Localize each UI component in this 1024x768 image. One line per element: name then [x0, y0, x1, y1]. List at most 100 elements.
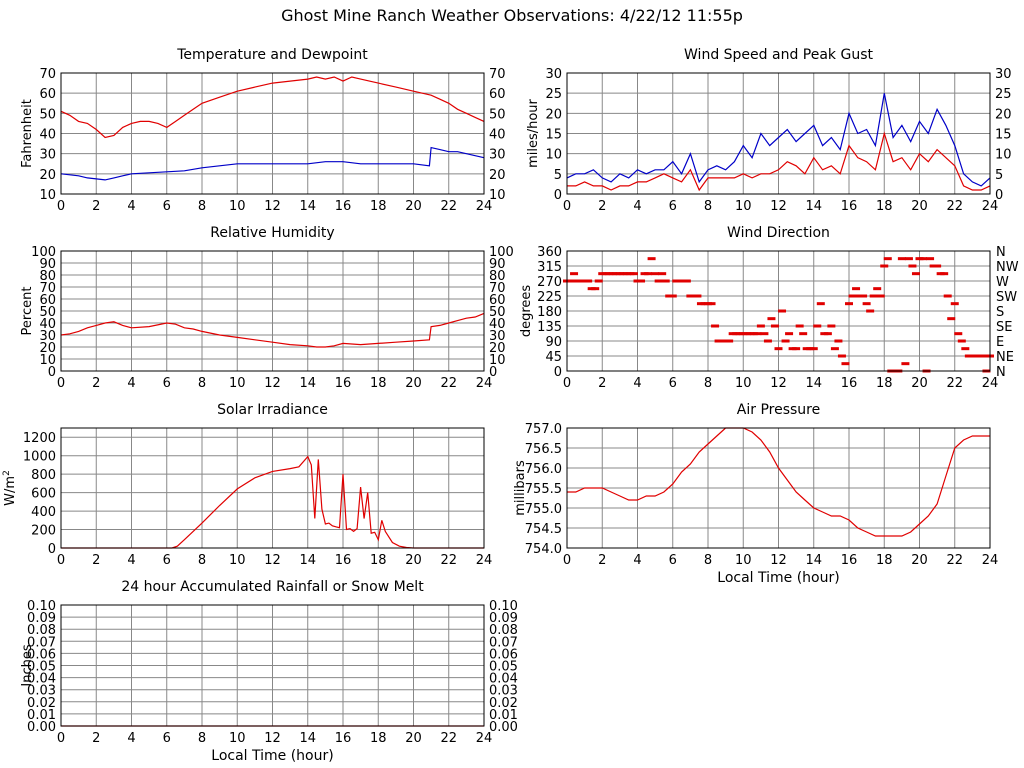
data-point-direction-0-90 [880, 264, 889, 268]
x-tick-label-wind-18: 18 [876, 199, 893, 214]
panel-title-humidity: Relative Humidity [210, 225, 334, 241]
x-tick-label-humidity-12: 12 [264, 376, 281, 391]
y-tick-label-right-humidity-9: 90 [489, 257, 506, 272]
y-tick-label-rain-9: 0.09 [27, 611, 56, 626]
y-tick-label-right-wind-3: 15 [995, 128, 1012, 143]
panel-title-wind: Wind Speed and Peak Gust [684, 47, 873, 63]
plot-frame-direction [566, 250, 991, 372]
y-tick-label-right-rain-5: 0.05 [489, 660, 518, 675]
x-tick-label-rain-12: 12 [264, 731, 281, 746]
data-point-direction-0-91 [883, 257, 892, 261]
y-tick-label-temp-6: 70 [39, 67, 56, 82]
x-tick-label-wind-22: 22 [946, 199, 963, 214]
x-tick-label-temp-18: 18 [370, 199, 387, 214]
data-point-direction-0-77 [834, 339, 843, 343]
y-tick-label-right-temp-2: 30 [489, 148, 506, 163]
data-point-direction-0-23 [644, 272, 653, 276]
y-tick-label-right-temp-6: 70 [489, 67, 506, 82]
x-tick-label-wind-2: 2 [598, 199, 606, 214]
data-point-direction-0-6 [584, 279, 593, 283]
x-tick-label-solar-2: 2 [92, 553, 100, 568]
compass-label-direction-8: N [996, 245, 1006, 260]
x-tick-label-humidity-2: 2 [92, 376, 100, 391]
x-tick-label-rain-4: 4 [127, 731, 135, 746]
data-point-direction-0-103 [926, 257, 935, 261]
compass-label-direction-1: NE [996, 350, 1014, 365]
x-tick-label-humidity-16: 16 [335, 376, 352, 391]
y-tick-label-solar-2: 400 [31, 505, 56, 520]
data-point-direction-0-19 [629, 272, 638, 276]
y-tick-label-temp-0: 10 [39, 188, 56, 203]
panel-title-rain: 24 hour Accumulated Rainfall or Snow Mel… [121, 579, 424, 595]
x-tick-label-wind-6: 6 [669, 199, 677, 214]
data-point-direction-0-34 [682, 279, 691, 283]
data-point-direction-0-24 [647, 257, 656, 261]
y-tick-label-direction-5: 225 [537, 290, 562, 305]
y-tick-label-humidity-10: 100 [31, 245, 56, 260]
y-tick-label-humidity-0: 0 [48, 365, 56, 380]
data-point-direction-0-97 [904, 257, 913, 261]
data-point-direction-0-108 [943, 294, 952, 298]
y-tick-label-right-humidity-2: 20 [489, 341, 506, 356]
y-axis-label-direction: degrees [519, 285, 534, 338]
x-tick-label-temp-12: 12 [264, 199, 281, 214]
plot-frame-pressure [566, 427, 991, 549]
y-tick-label-right-humidity-5: 50 [489, 305, 506, 320]
data-point-direction-0-1 [566, 279, 575, 283]
data-point-direction-0-107 [940, 272, 949, 276]
x-tick-label-rain-6: 6 [163, 731, 171, 746]
y-tick-label-rain-6: 0.06 [27, 647, 56, 662]
x-tick-label-temp-22: 22 [440, 199, 457, 214]
y-tick-label-solar-0: 0 [48, 542, 56, 557]
panel-title-temp: Temperature and Dewpoint [176, 47, 368, 63]
y-tick-label-direction-8: 360 [537, 245, 562, 260]
y-tick-label-right-rain-6: 0.06 [489, 647, 518, 662]
data-point-direction-0-95 [897, 257, 906, 261]
y-tick-label-solar-5: 1000 [23, 450, 56, 465]
y-tick-label-humidity-4: 40 [39, 317, 56, 332]
panel-title-direction: Wind Direction [727, 225, 830, 241]
data-point-direction-0-59 [770, 324, 779, 328]
y-tick-label-humidity-1: 10 [39, 353, 56, 368]
compass-label-direction-5: SW [996, 290, 1017, 305]
y-tick-label-humidity-9: 90 [39, 257, 56, 272]
y-axis-label-humidity: Percent [20, 287, 35, 336]
series-line-wind-1 [567, 131, 991, 192]
data-point-direction-0-26 [654, 279, 663, 283]
y-tick-label-right-wind-1: 5 [995, 168, 1003, 183]
y-axis-label-wind: miles/hour [526, 98, 541, 167]
y-tick-label-rain-2: 0.02 [27, 696, 56, 711]
x-tick-label-humidity-20: 20 [405, 376, 422, 391]
series-line-temp-0 [60, 76, 485, 139]
data-point-direction-0-87 [869, 294, 878, 298]
y-tick-label-temp-5: 60 [39, 87, 56, 102]
x-axis-label-rain: Local Time (hour) [211, 748, 333, 764]
data-point-direction-0-71 [813, 324, 822, 328]
y-axis-label-solar: W/m2 [2, 470, 18, 506]
y-tick-label-solar-6: 1200 [23, 431, 56, 446]
y-tick-label-right-humidity-8: 80 [489, 269, 506, 284]
y-tick-label-right-rain-1: 0.01 [489, 708, 518, 723]
y-tick-label-right-wind-0: 0 [995, 188, 1003, 203]
x-tick-label-temp-2: 2 [92, 199, 100, 214]
y-tick-label-direction-7: 315 [537, 260, 562, 275]
data-point-direction-0-110 [950, 302, 959, 306]
data-point-direction-0-67 [799, 332, 808, 336]
x-tick-label-humidity-10: 10 [229, 376, 246, 391]
x-tick-label-temp-10: 10 [229, 199, 246, 214]
y-tick-label-direction-0: 0 [554, 365, 562, 380]
x-tick-label-temp-6: 6 [163, 199, 171, 214]
x-tick-label-wind-4: 4 [633, 199, 641, 214]
series-line-pressure-0 [567, 427, 990, 537]
y-tick-label-right-humidity-10: 100 [489, 245, 514, 260]
data-point-direction-0-74 [823, 332, 832, 336]
x-tick-label-rain-10: 10 [229, 731, 246, 746]
x-tick-label-solar-6: 6 [163, 553, 171, 568]
x-tick-label-wind-10: 10 [735, 199, 752, 214]
y-tick-label-right-humidity-0: 0 [489, 365, 497, 380]
data-point-direction-0-105 [933, 264, 942, 268]
x-tick-label-pressure-24: 24 [982, 553, 999, 568]
data-point-direction-0-58 [767, 317, 776, 321]
y-tick-label-right-temp-0: 10 [489, 188, 506, 203]
x-tick-label-solar-18: 18 [370, 553, 387, 568]
